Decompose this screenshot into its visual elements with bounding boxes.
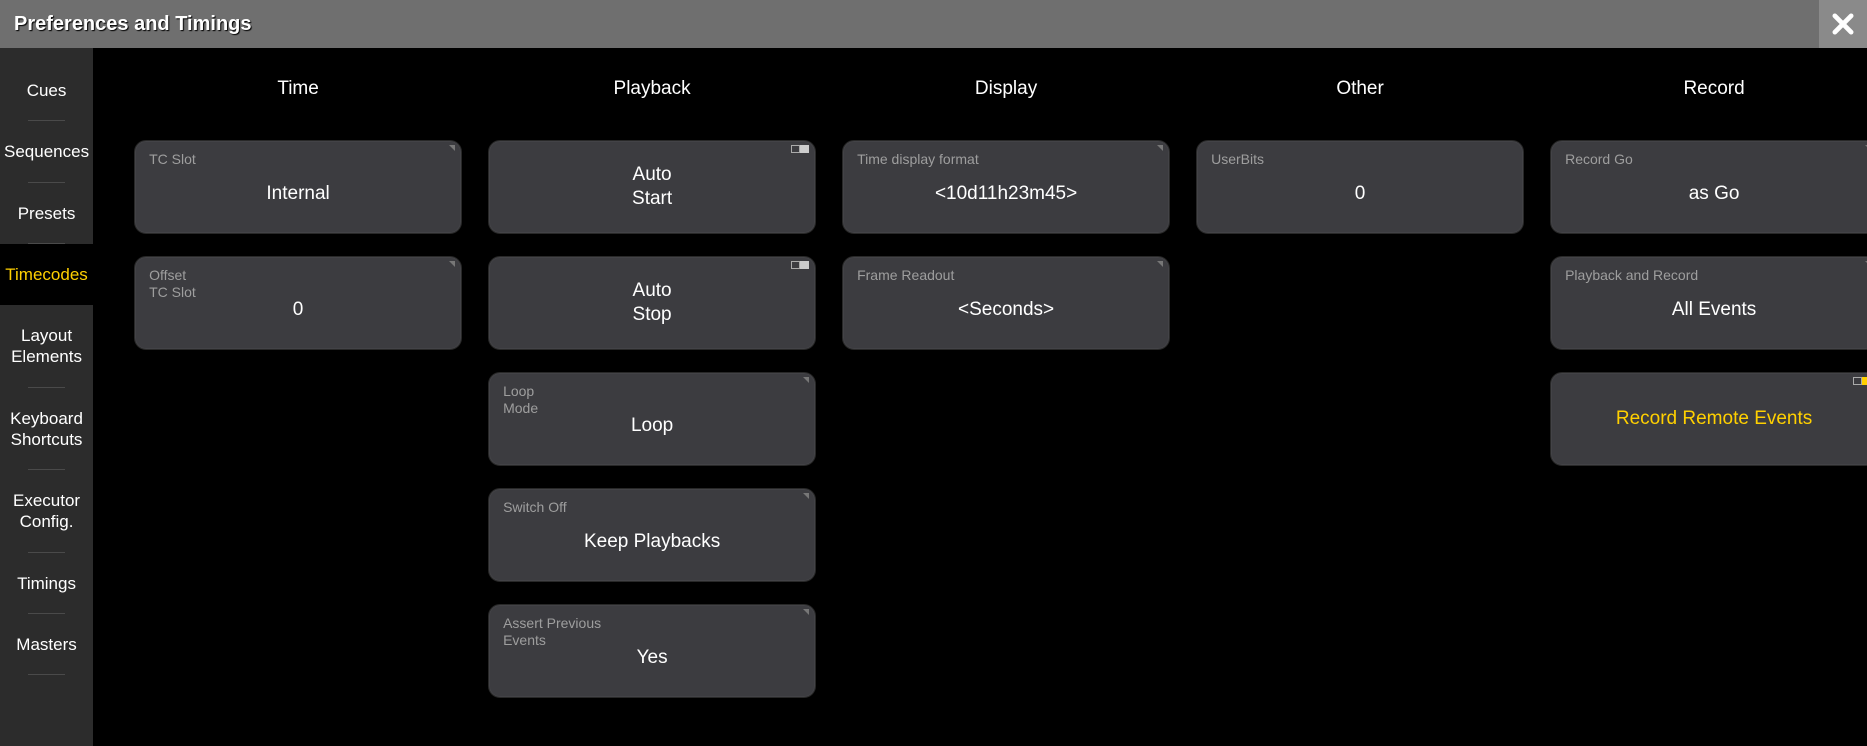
column-playback: Playback Auto Start Auto Stop Loop ModeLoo… — [487, 78, 817, 698]
tile-value: 0 — [293, 298, 304, 322]
toggle-indicator-icon — [1853, 377, 1867, 385]
tile-time-offset-tc-slot[interactable]: Offset TC Slot0 — [134, 256, 462, 350]
column-header-other: Other — [1336, 78, 1384, 100]
sidebar-item-masters[interactable]: Masters — [0, 614, 93, 675]
dropdown-indicator-icon — [803, 609, 809, 615]
sidebar-item-timecodes[interactable]: Timecodes — [0, 244, 93, 305]
tile-other-userbits[interactable]: UserBits0 — [1196, 140, 1524, 234]
sidebar-item-keyboard-shortcuts[interactable]: Keyboard Shortcuts — [0, 388, 93, 471]
dropdown-indicator-icon — [449, 145, 455, 151]
column-header-time: Time — [277, 78, 319, 100]
tile-value: Internal — [266, 182, 329, 206]
dropdown-indicator-icon — [449, 261, 455, 267]
column-record: Record Record Goas Go Playback and Record… — [1549, 78, 1867, 698]
tile-playback-auto-start[interactable]: Auto Start — [488, 140, 816, 234]
close-button[interactable] — [1819, 0, 1867, 48]
column-header-display: Display — [975, 78, 1037, 100]
tile-display-time-display-format[interactable]: Time display format<10d11h23m45> — [842, 140, 1170, 234]
tile-value: <Seconds> — [958, 298, 1054, 322]
dropdown-indicator-icon — [1157, 261, 1163, 267]
dropdown-indicator-icon — [803, 493, 809, 499]
tile-display-frame-readout[interactable]: Frame Readout<Seconds> — [842, 256, 1170, 350]
tile-time-tc-slot[interactable]: TC SlotInternal — [134, 140, 462, 234]
tile-value: as Go — [1689, 182, 1740, 206]
sidebar-item-timings[interactable]: Timings — [0, 553, 93, 614]
tile-playback-loop-mode[interactable]: Loop ModeLoop — [488, 372, 816, 466]
tile-record-playback-and-record[interactable]: Playback and RecordAll Events — [1550, 256, 1867, 350]
column-time: Time TC SlotInternal Offset TC Slot0 — [133, 78, 463, 698]
sidebar-item-presets[interactable]: Presets — [0, 183, 93, 244]
column-display: Display Time display format<10d11h23m45>… — [841, 78, 1171, 698]
tile-record-record-go[interactable]: Record Goas Go — [1550, 140, 1867, 234]
column-other: Other UserBits0 — [1195, 78, 1525, 698]
tile-value: Auto Stop — [633, 279, 672, 327]
column-header-playback: Playback — [614, 78, 691, 100]
sidebar-item-cues[interactable]: Cues — [0, 60, 93, 121]
sidebar: CuesSequencesPresetsTimecodesLayout Elem… — [0, 48, 93, 746]
tile-value: 0 — [1355, 182, 1366, 206]
tile-value: Loop — [631, 414, 673, 438]
toggle-indicator-icon — [791, 145, 809, 153]
close-icon — [1829, 10, 1857, 38]
tile-value: All Events — [1672, 298, 1756, 322]
sidebar-item-sequences[interactable]: Sequences — [0, 121, 93, 182]
tile-playback-assert-previous-events[interactable]: Assert Previous EventsYes — [488, 604, 816, 698]
tile-playback-switch-off[interactable]: Switch OffKeep Playbacks — [488, 488, 816, 582]
tile-value: Record Remote Events — [1616, 407, 1812, 431]
tile-record-record-remote-events[interactable]: Record Remote Events — [1550, 372, 1867, 466]
sidebar-item-layout-elements[interactable]: Layout Elements — [0, 305, 93, 388]
dropdown-indicator-icon — [803, 377, 809, 383]
toggle-indicator-icon — [791, 261, 809, 269]
dropdown-indicator-icon — [1157, 145, 1163, 151]
titlebar: Preferences and Timings — [0, 0, 1867, 48]
sidebar-item-executor-config[interactable]: Executor Config. — [0, 470, 93, 553]
column-header-record: Record — [1683, 78, 1744, 100]
tile-value: <10d11h23m45> — [935, 182, 1077, 206]
tile-value: Yes — [637, 646, 668, 670]
tile-playback-auto-stop[interactable]: Auto Stop — [488, 256, 816, 350]
tile-value: Keep Playbacks — [584, 530, 720, 554]
window-title: Preferences and Timings — [14, 13, 252, 36]
tile-value: Auto Start — [632, 163, 672, 211]
content-area: Time TC SlotInternal Offset TC Slot0 Play… — [93, 48, 1867, 746]
